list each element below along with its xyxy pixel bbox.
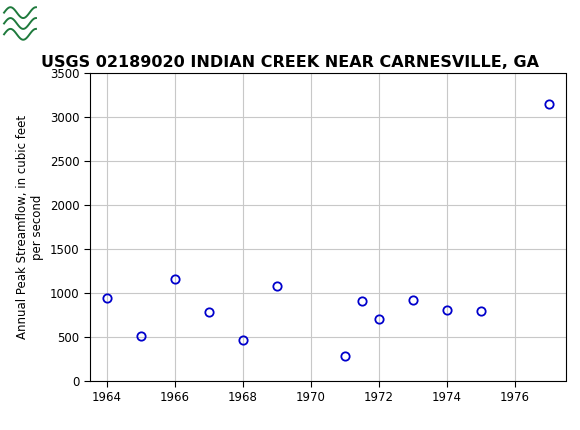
FancyBboxPatch shape — [3, 3, 52, 42]
Text: USGS: USGS — [57, 12, 125, 33]
Text: USGS 02189020 INDIAN CREEK NEAR CARNESVILLE, GA: USGS 02189020 INDIAN CREEK NEAR CARNESVI… — [41, 55, 539, 70]
Y-axis label: Annual Peak Streamflow, in cubic feet
per second: Annual Peak Streamflow, in cubic feet pe… — [16, 115, 44, 339]
